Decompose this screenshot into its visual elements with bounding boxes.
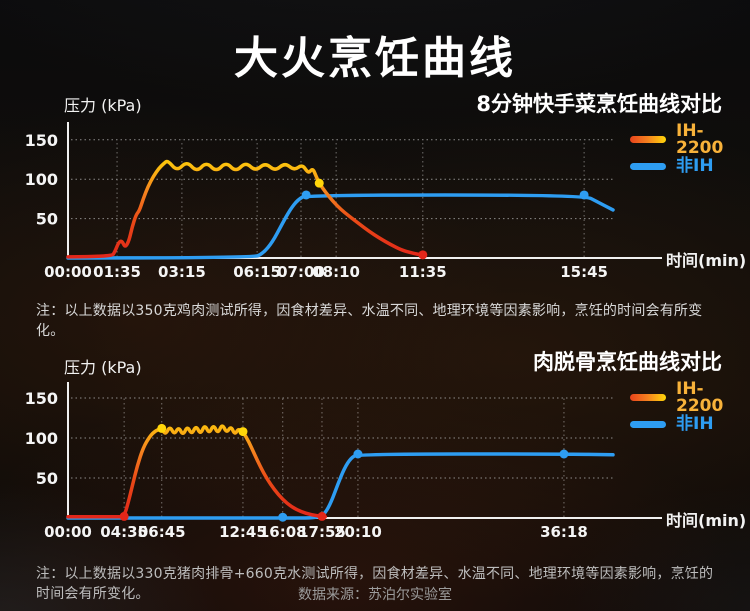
x-tick-label: 17:55 xyxy=(298,523,346,541)
chart2-legend-item-ih: IH-2200 xyxy=(630,380,748,414)
chart1-x-axis-label: 时间(min) xyxy=(666,251,747,270)
chart1-legend: IH-2200 非IH xyxy=(630,122,748,180)
x-tick-label: 06:45 xyxy=(138,523,186,541)
chart1-legend-item-ih: IH-2200 xyxy=(630,122,748,156)
y-tick-label: 100 xyxy=(25,429,58,448)
data-marker xyxy=(278,512,288,522)
chart1-y-axis-label: 压力 (kPa) xyxy=(64,96,142,115)
data-marker xyxy=(314,178,324,188)
chart1-legend-label-nonih: 非IH xyxy=(676,156,714,176)
ih-2200-curve xyxy=(66,424,327,519)
y-tick-label: 50 xyxy=(36,469,58,488)
data-source: 数据来源：苏泊尔实验室 xyxy=(298,587,452,603)
x-tick-label: 00:00 xyxy=(44,263,92,281)
x-tick-label: 03:15 xyxy=(158,263,206,281)
data-marker xyxy=(238,427,248,437)
x-tick-label: 07:00 xyxy=(277,263,325,281)
chart1-note: 注：以上数据以350克鸡肉测试所得，因食材差异、水温不同、地理环境等因素影响，烹… xyxy=(36,303,703,339)
x-tick-label: 04:35 xyxy=(100,523,148,541)
x-tick-label: 06:15 xyxy=(233,263,281,281)
non-ih-line-swatch-icon xyxy=(630,421,666,428)
data-marker xyxy=(301,190,311,200)
x-tick-label: 15:45 xyxy=(560,263,608,281)
chart1-title: 8分钟快手菜烹饪曲线对比 xyxy=(476,92,722,116)
non-ih-line-swatch-icon xyxy=(630,163,666,170)
ih-2200-curve xyxy=(66,159,425,259)
y-tick-label: 100 xyxy=(25,170,58,189)
chart1-legend-label-ih: IH-2200 xyxy=(676,120,724,158)
x-tick-label: 20:10 xyxy=(334,523,382,541)
chart2-legend-label-ih: IH-2200 xyxy=(676,378,724,416)
data-marker xyxy=(119,511,129,521)
x-tick-label: 01:35 xyxy=(93,263,141,281)
x-tick-label: 11:35 xyxy=(399,263,447,281)
x-tick-label: 12:45 xyxy=(219,523,267,541)
data-marker xyxy=(579,190,589,200)
y-tick-label: 150 xyxy=(25,389,58,408)
x-tick-label: 08:10 xyxy=(312,263,360,281)
x-tick-label: 00:00 xyxy=(44,523,92,541)
data-marker xyxy=(157,423,167,433)
ih-line-swatch-icon xyxy=(630,394,666,401)
data-marker xyxy=(317,511,327,521)
non-ih-curve xyxy=(66,193,615,260)
data-marker xyxy=(559,449,569,459)
y-tick-label: 50 xyxy=(36,210,58,229)
ih-line-swatch-icon xyxy=(630,136,666,143)
data-marker xyxy=(418,250,428,260)
chart2-x-axis-label: 时间(min) xyxy=(666,511,747,530)
chart2-y-axis-label: 压力 (kPa) xyxy=(64,358,142,377)
chart2-legend-label-nonih: 非IH xyxy=(676,414,714,434)
page-title: 大火烹饪曲线 xyxy=(234,33,516,84)
y-tick-label: 150 xyxy=(25,131,58,150)
chart2-title: 肉脱骨烹饪曲线对比 xyxy=(533,350,722,374)
x-tick-label: 36:18 xyxy=(540,523,588,541)
chart2-legend-item-nonih: 非IH xyxy=(630,411,748,438)
x-tick-label: 16:08 xyxy=(259,523,307,541)
chart1-legend-item-nonih: 非IH xyxy=(630,153,748,180)
data-marker xyxy=(353,449,363,459)
chart2-legend: IH-2200 非IH xyxy=(630,380,748,438)
chart2-note: 注：以上数据以330克猪肉排骨+660克水测试所得，因食材差异、水温不同、地理环… xyxy=(36,566,714,602)
non-ih-curve xyxy=(66,452,615,520)
